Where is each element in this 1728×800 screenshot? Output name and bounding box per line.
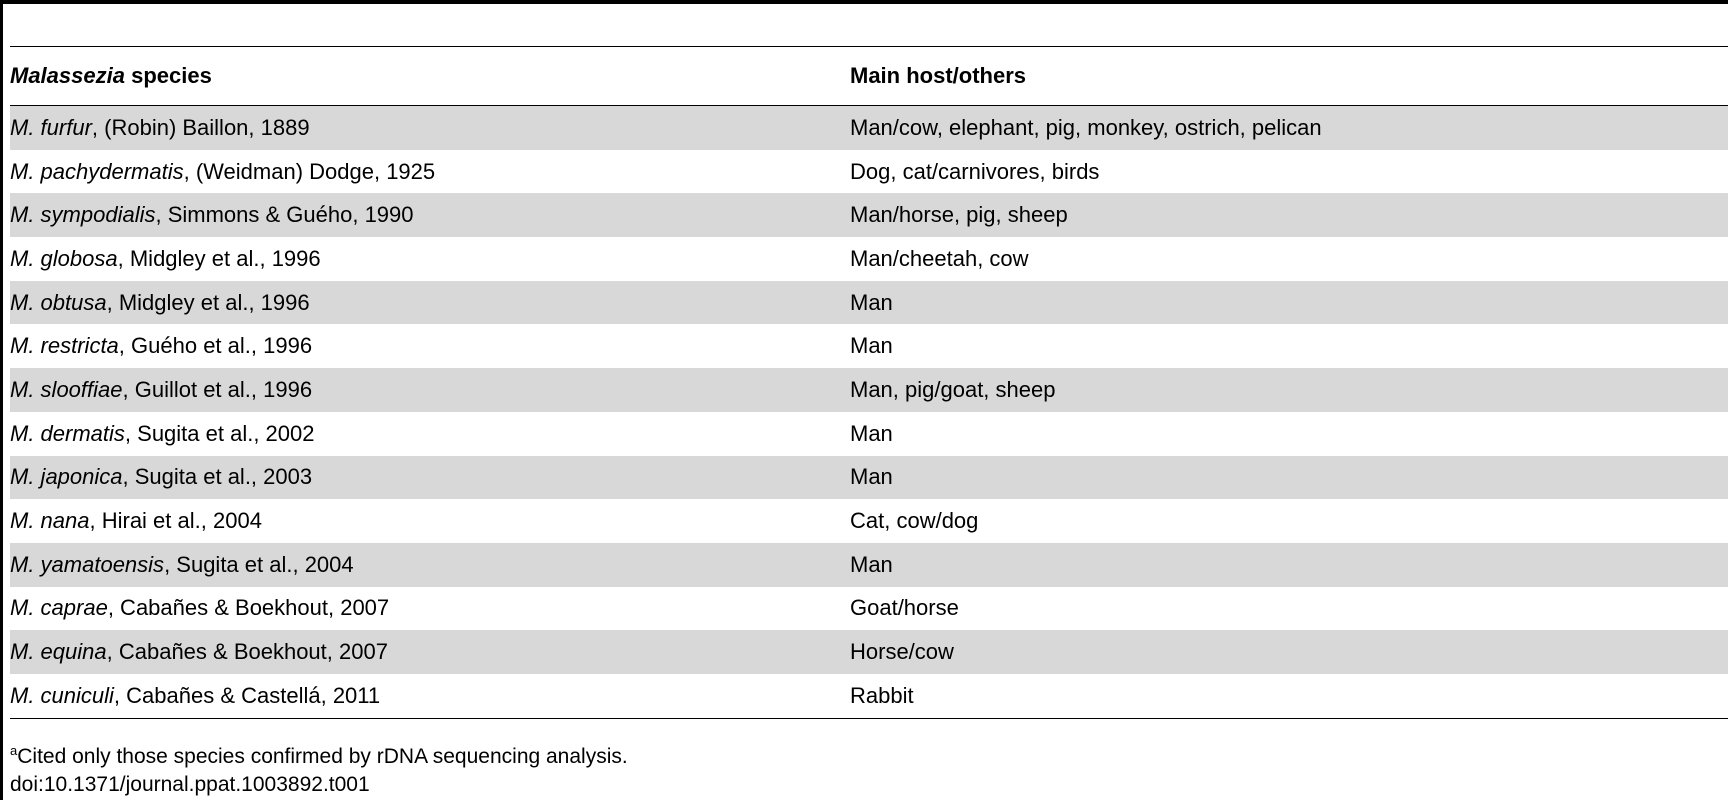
species-table: Malassezia species Main host/others M. f… — [10, 46, 1728, 719]
species-cell: M. caprae, Cabañes & Boekhout, 2007 — [10, 595, 850, 621]
table-row: M. equina, Cabañes & Boekhout, 2007 Horse… — [10, 630, 1728, 674]
table-row: M. yamatoensis, Sugita et al., 2004 Man — [10, 542, 1728, 587]
species-authority: , (Weidman) Dodge, 1925 — [183, 158, 436, 184]
species-name: M. obtusa — [10, 289, 107, 315]
host-cell: Man, pig/goat, sheep — [850, 376, 1056, 402]
species-authority: , Midgley et al., 1996 — [106, 289, 310, 315]
species-authority: , (Robin) Baillon, 1889 — [91, 114, 310, 140]
footnote-text: Cited only those species confirmed by rD… — [17, 745, 628, 768]
species-authority: , Cabañes & Boekhout, 2007 — [107, 595, 390, 621]
header-species-label: species — [124, 63, 212, 88]
table-body: M. furfur, (Robin) Baillon, 1889 Man/cow,… — [10, 106, 1728, 719]
species-name: M. globosa — [10, 245, 118, 271]
species-name: M. yamatoensis — [10, 551, 165, 577]
table-row: M. slooffiae, Guillot et al., 1996 Man, p… — [10, 368, 1728, 412]
species-name: M. dermatis — [10, 420, 125, 446]
table-row: M. japonica, Sugita et al., 2003 Man — [10, 455, 1728, 500]
table-row: M. cuniculi, Cabañes & Castellá, 2011 Rab… — [10, 674, 1728, 718]
table-row: M. dermatis, Sugita et al., 2002 Man — [10, 412, 1728, 456]
species-cell: M. equina, Cabañes & Boekhout, 2007 — [10, 639, 850, 665]
host-cell: Man — [850, 289, 893, 315]
host-cell: Horse/cow — [850, 639, 954, 665]
species-name: M. cuniculi — [10, 682, 114, 708]
species-cell: M. cuniculi, Cabañes & Castellá, 2011 — [10, 683, 850, 709]
table-row: M. obtusa, Midgley et al., 1996 Man — [10, 280, 1728, 325]
table-row: M. caprae, Cabañes & Boekhout, 2007 Goat/… — [10, 587, 1728, 631]
species-cell: M. restricta, Guého et al., 1996 — [10, 333, 850, 359]
host-cell: Man/cheetah, cow — [850, 245, 1029, 271]
species-name: M. japonica — [10, 464, 123, 490]
species-cell: M. sympodialis, Simmons & Guého, 1990 — [10, 202, 850, 228]
species-name: M. slooffiae — [10, 376, 123, 402]
table-row: M. nana, Hirai et al., 2004 Cat, cow/dog — [10, 499, 1728, 543]
host-cell: Man/horse, pig, sheep — [850, 202, 1068, 228]
species-name: M. equina — [10, 639, 107, 665]
footnote-doi: doi:10.1371/journal.ppat.1003892.t001 — [10, 773, 370, 796]
top-border — [0, 0, 1728, 4]
table-row: M. restricta, Guého et al., 1996 Man — [10, 324, 1728, 368]
left-border — [0, 0, 3, 800]
host-cell: Goat/horse — [850, 595, 959, 621]
host-cell: Man — [850, 464, 893, 490]
species-authority: , Midgley et al., 1996 — [117, 245, 321, 271]
table-row: M. furfur, (Robin) Baillon, 1889 Man/cow,… — [10, 106, 1728, 150]
host-cell: Dog, cat/carnivores, birds — [850, 158, 1100, 184]
species-authority: , Guého et al., 1996 — [118, 333, 313, 359]
species-authority: , Cabañes & Boekhout, 2007 — [106, 639, 388, 665]
host-cell: Rabbit — [850, 682, 914, 708]
species-cell: M. slooffiae, Guillot et al., 1996 — [10, 377, 850, 403]
species-authority: , Cabañes & Castellá, 2011 — [113, 682, 381, 708]
table-row: M. pachydermatis, (Weidman) Dodge, 1925 D… — [10, 150, 1728, 194]
species-cell: M. yamatoensis, Sugita et al., 2004 — [10, 552, 850, 578]
table-row: M. globosa, Midgley et al., 1996 Man/chee… — [10, 237, 1728, 281]
table-row: M. sympodialis, Simmons & Guého, 1990 Man… — [10, 193, 1728, 238]
species-authority: , Sugita et al., 2004 — [164, 551, 354, 577]
species-name: M. restricta — [10, 333, 119, 359]
table-header: Malassezia species Main host/others — [10, 46, 1728, 106]
species-cell: M. nana, Hirai et al., 2004 — [10, 508, 850, 534]
species-authority: , Simmons & Guého, 1990 — [155, 202, 414, 228]
species-cell: M. pachydermatis, (Weidman) Dodge, 1925 — [10, 159, 850, 185]
species-cell: M. globosa, Midgley et al., 1996 — [10, 246, 850, 272]
species-cell: M. obtusa, Midgley et al., 1996 — [10, 290, 850, 316]
species-authority: , Guillot et al., 1996 — [122, 376, 313, 402]
species-authority: , Sugita et al., 2002 — [124, 420, 315, 446]
header-species: Malassezia species — [10, 63, 850, 89]
species-cell: M. japonica, Sugita et al., 2003 — [10, 464, 850, 490]
species-name: M. pachydermatis — [10, 158, 184, 184]
footnote-marker: a — [10, 743, 18, 758]
header-species-genus: Malassezia — [10, 63, 125, 88]
host-cell: Cat, cow/dog — [850, 508, 979, 534]
species-name: M. sympodialis — [10, 202, 156, 228]
table-footnote: aCited only those species confirmed by r… — [10, 743, 628, 799]
host-cell: Man/cow, elephant, pig, monkey, ostrich,… — [850, 114, 1322, 140]
footnote-line: aCited only those species confirmed by r… — [10, 743, 628, 771]
header-host: Main host/others — [850, 63, 1027, 88]
species-cell: M. dermatis, Sugita et al., 2002 — [10, 421, 850, 447]
species-authority: , Hirai et al., 2004 — [89, 508, 262, 534]
species-name: M. caprae — [10, 595, 108, 621]
species-name: M. furfur — [10, 114, 92, 140]
species-cell: M. furfur, (Robin) Baillon, 1889 — [10, 115, 850, 141]
host-cell: Man — [850, 420, 893, 446]
host-cell: Man — [850, 333, 893, 359]
host-cell: Man — [850, 551, 893, 577]
species-name: M. nana — [10, 508, 90, 534]
species-authority: , Sugita et al., 2003 — [122, 464, 313, 490]
